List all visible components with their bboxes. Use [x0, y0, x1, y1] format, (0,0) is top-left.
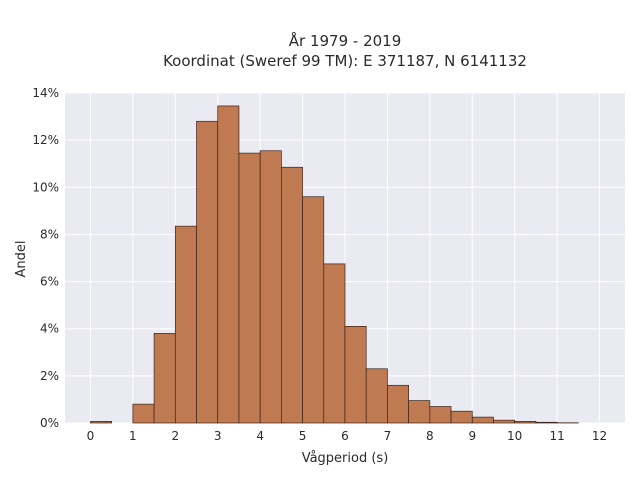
x-tick-label: 4	[256, 429, 264, 443]
x-tick-label: 0	[87, 429, 95, 443]
x-tick-label: 3	[214, 429, 222, 443]
y-tick-label: 14%	[32, 86, 59, 100]
x-tick-label: 8	[426, 429, 434, 443]
histogram-bar	[174, 225, 197, 424]
histogram-bar	[365, 368, 388, 424]
histogram-bar	[153, 333, 176, 424]
histogram-bar	[196, 120, 219, 424]
x-tick-label: 2	[171, 429, 179, 443]
x-axis-label: Vågperiod (s)	[302, 451, 389, 466]
histogram-bar	[408, 400, 431, 424]
tick-layer: 0%2%4%6%8%10%12%14%0 1 2 3 4 5 6 7 8 9 10 11 12	[32, 86, 607, 443]
chart-title: År 1979 - 2019	[289, 31, 402, 50]
histogram-bar	[535, 421, 558, 424]
x-tick-label: 7	[384, 429, 392, 443]
y-tick-label: 6%	[40, 275, 59, 289]
chart-subtitle: Koordinat (Sweref 99 TM): E 371187, N 61…	[163, 52, 527, 70]
x-tick-label: 1	[129, 429, 137, 443]
x-tick-label: 10	[507, 429, 522, 443]
y-axis-label: Andel	[14, 241, 29, 278]
x-tick-label: 5	[299, 429, 307, 443]
x-tick-label: 11	[549, 429, 564, 443]
y-tick-label: 8%	[40, 227, 59, 241]
x-tick-label: 12	[592, 429, 607, 443]
histogram-bar	[302, 196, 325, 424]
histogram-bar	[90, 421, 113, 424]
histogram-bar	[493, 419, 516, 424]
y-tick-label: 10%	[32, 180, 59, 194]
histogram-bar	[344, 326, 367, 424]
histogram-bar	[217, 105, 240, 424]
histogram-bar	[132, 403, 155, 424]
histogram-bar	[238, 152, 261, 424]
bar-layer	[90, 105, 579, 424]
histogram-bar	[429, 406, 452, 424]
y-tick-label: 12%	[32, 133, 59, 147]
histogram-bar	[281, 166, 303, 424]
histogram-bar	[387, 384, 409, 424]
histogram-bar	[323, 263, 346, 424]
histogram-bar	[471, 416, 494, 424]
x-tick-label: 6	[341, 429, 349, 443]
y-tick-label: 4%	[40, 322, 59, 336]
y-tick-label: 2%	[40, 369, 59, 383]
y-tick-label: 0%	[40, 416, 59, 430]
x-tick-label: 9	[468, 429, 476, 443]
histogram-bar	[450, 410, 473, 424]
histogram-bar	[514, 421, 537, 424]
histogram-bar	[259, 150, 282, 424]
